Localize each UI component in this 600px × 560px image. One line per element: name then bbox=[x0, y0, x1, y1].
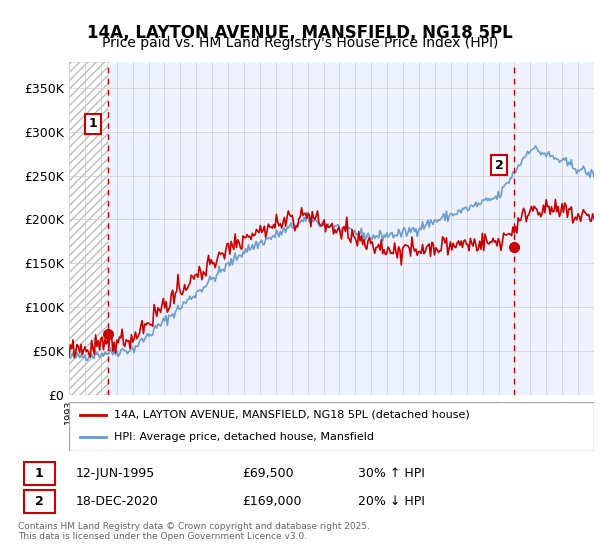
Text: Contains HM Land Registry data © Crown copyright and database right 2025.
This d: Contains HM Land Registry data © Crown c… bbox=[18, 522, 370, 542]
Text: £169,000: £169,000 bbox=[242, 495, 302, 508]
FancyBboxPatch shape bbox=[23, 462, 55, 485]
Text: 12-JUN-1995: 12-JUN-1995 bbox=[76, 466, 155, 480]
Text: £69,500: £69,500 bbox=[242, 466, 294, 480]
Text: 30% ↑ HPI: 30% ↑ HPI bbox=[358, 466, 424, 480]
Bar bbox=[69, 62, 108, 395]
Text: 14A, LAYTON AVENUE, MANSFIELD, NG18 5PL (detached house): 14A, LAYTON AVENUE, MANSFIELD, NG18 5PL … bbox=[113, 410, 469, 420]
Text: 2: 2 bbox=[495, 158, 503, 171]
Text: 20% ↓ HPI: 20% ↓ HPI bbox=[358, 495, 424, 508]
FancyBboxPatch shape bbox=[23, 490, 55, 513]
Text: 14A, LAYTON AVENUE, MANSFIELD, NG18 5PL: 14A, LAYTON AVENUE, MANSFIELD, NG18 5PL bbox=[87, 24, 513, 41]
Text: 1: 1 bbox=[89, 118, 97, 130]
Text: 2: 2 bbox=[35, 495, 43, 508]
Text: Price paid vs. HM Land Registry's House Price Index (HPI): Price paid vs. HM Land Registry's House … bbox=[102, 36, 498, 50]
Bar bbox=[69, 62, 108, 395]
FancyBboxPatch shape bbox=[69, 402, 594, 451]
Text: 18-DEC-2020: 18-DEC-2020 bbox=[76, 495, 158, 508]
Text: HPI: Average price, detached house, Mansfield: HPI: Average price, detached house, Mans… bbox=[113, 432, 374, 442]
Text: 1: 1 bbox=[35, 466, 43, 480]
